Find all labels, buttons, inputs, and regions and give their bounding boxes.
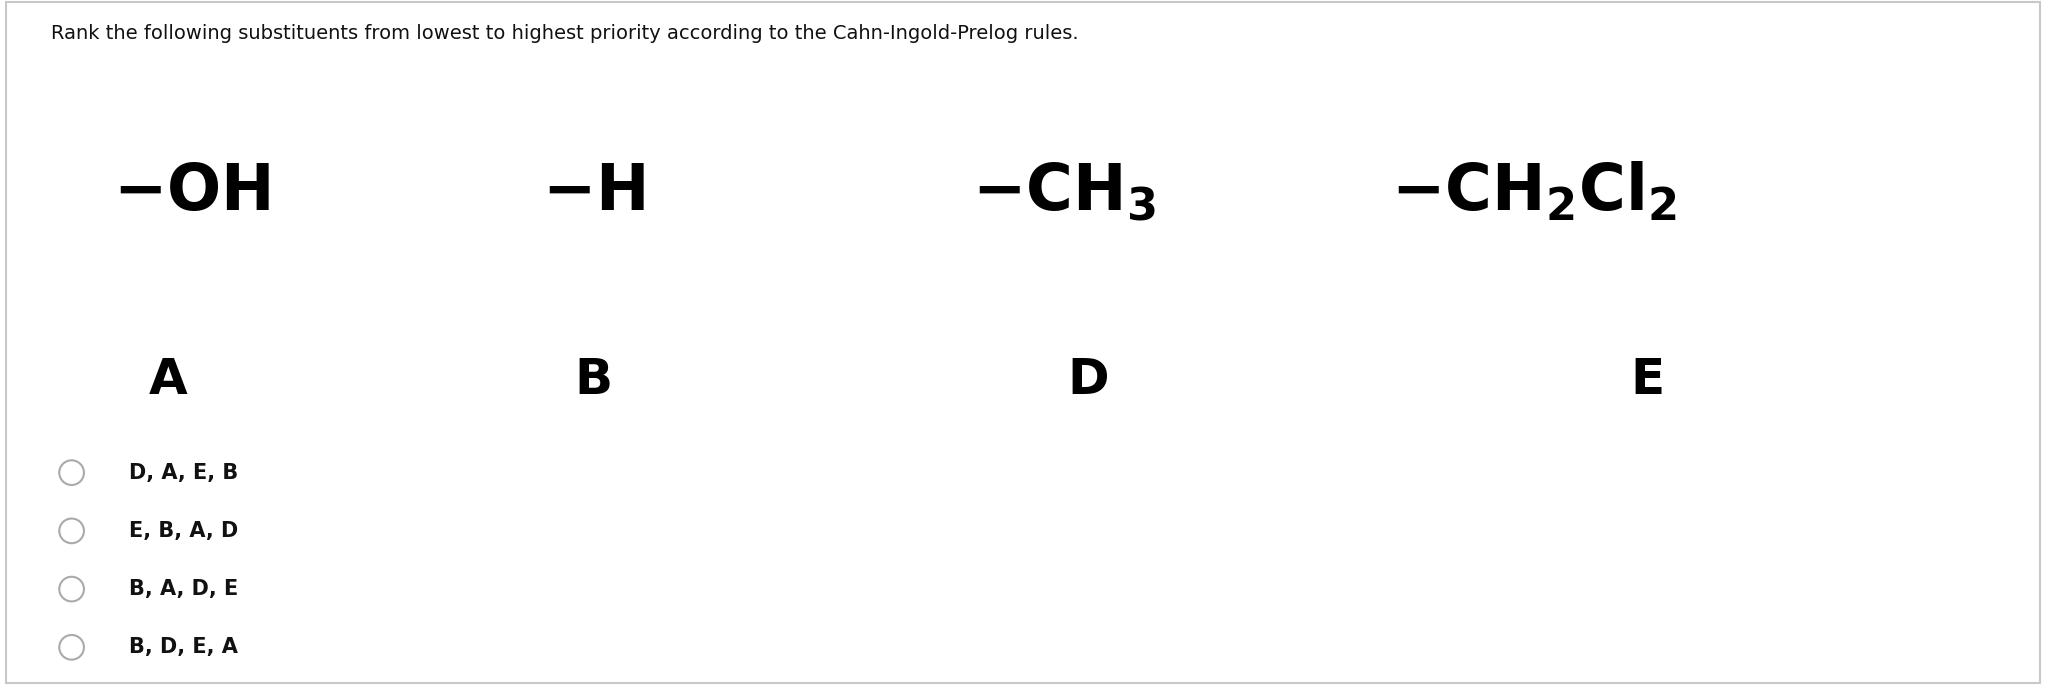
Text: E: E — [1631, 356, 1663, 404]
Ellipse shape — [59, 519, 84, 543]
Ellipse shape — [59, 577, 84, 601]
Text: D, A, E, B: D, A, E, B — [129, 462, 237, 483]
Text: $\mathbf{-CH_3}$: $\mathbf{-CH_3}$ — [972, 160, 1156, 223]
Text: Rank the following substituents from lowest to highest priority according to the: Rank the following substituents from low… — [51, 24, 1078, 43]
FancyBboxPatch shape — [6, 2, 2040, 683]
Text: $\mathbf{-OH}$: $\mathbf{-OH}$ — [113, 161, 270, 223]
Text: B: B — [575, 356, 612, 404]
Text: D: D — [1068, 356, 1109, 404]
Text: $\mathbf{-CH_2Cl_2}$: $\mathbf{-CH_2Cl_2}$ — [1391, 160, 1678, 223]
Text: A: A — [149, 356, 186, 404]
Ellipse shape — [59, 635, 84, 660]
Text: E, B, A, D: E, B, A, D — [129, 521, 237, 541]
Ellipse shape — [59, 460, 84, 485]
Text: B, A, D, E: B, A, D, E — [129, 579, 237, 599]
Text: $\mathbf{-H}$: $\mathbf{-H}$ — [542, 161, 644, 223]
Text: B, D, E, A: B, D, E, A — [129, 637, 237, 658]
